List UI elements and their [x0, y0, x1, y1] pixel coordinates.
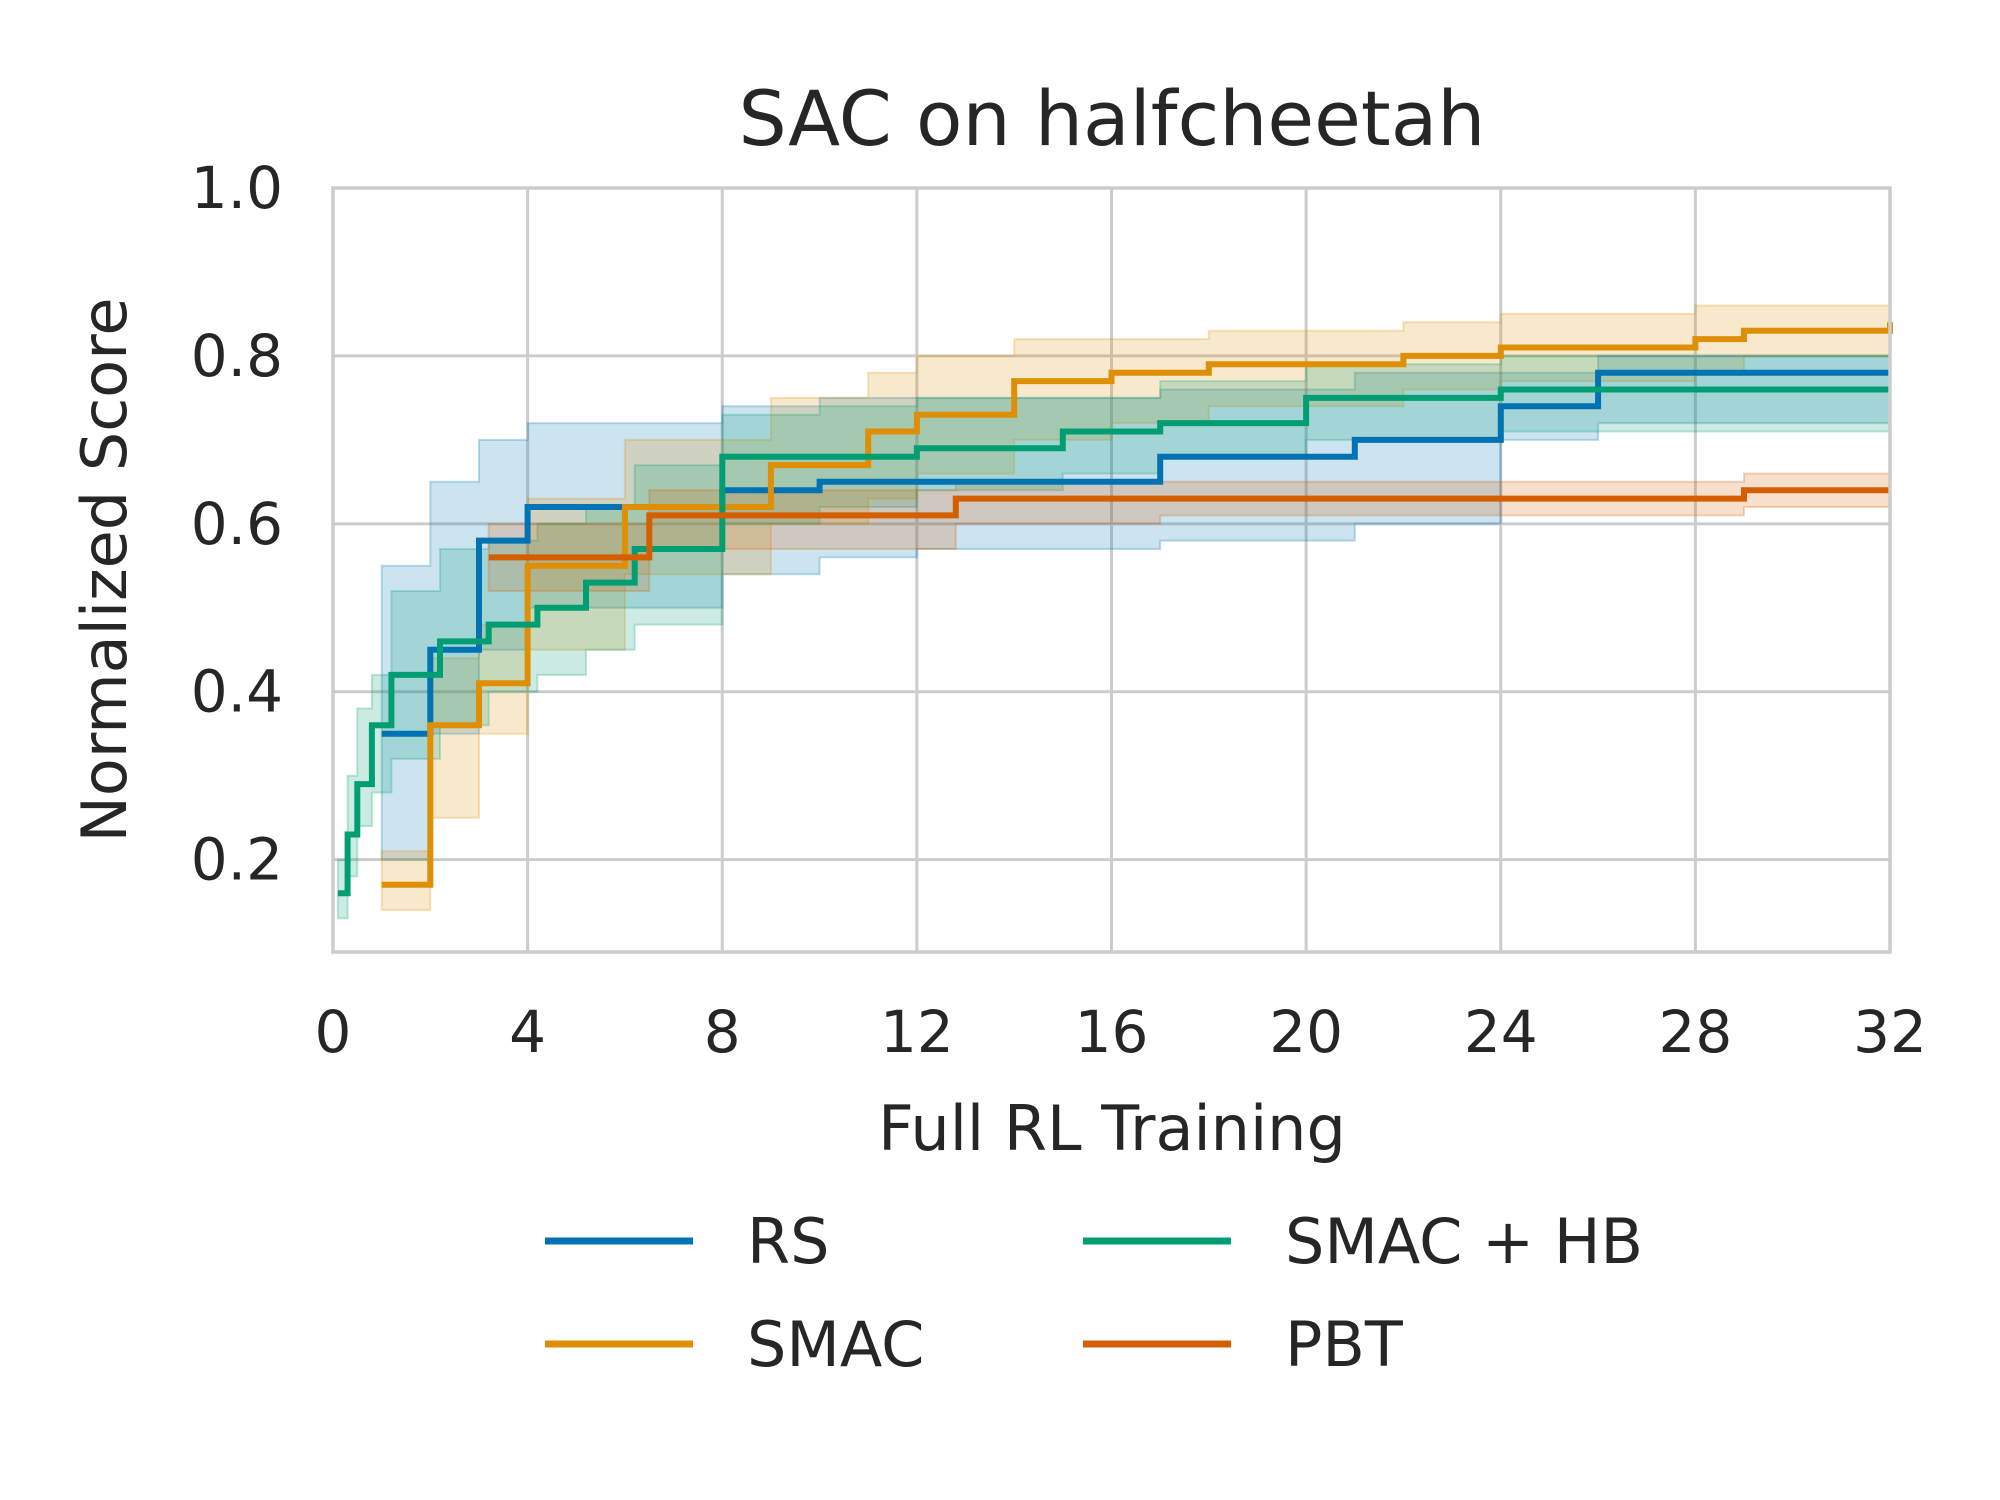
band-smac [380, 297, 1891, 911]
confidence-bands [336, 297, 1891, 920]
x-tick-label-2: 8 [704, 998, 741, 1066]
x-tick-label-0: 0 [315, 998, 352, 1066]
line-smac-hb [337, 386, 1890, 897]
chart-title: SAC on halfcheetah [739, 74, 1486, 163]
x-tick-label-7: 28 [1658, 998, 1732, 1066]
plot-frame [331, 186, 1892, 954]
legend-label-rs: RS [747, 1205, 829, 1278]
x-tick-label-3: 12 [880, 998, 954, 1066]
y-axis-label: Normalized Score [68, 298, 141, 843]
legend-label-pbt: PBT [1285, 1308, 1404, 1381]
legend-label-smac: SMAC [747, 1308, 924, 1381]
x-tick-label-6: 24 [1464, 998, 1538, 1066]
y-tick-label-1: 0.4 [191, 658, 283, 726]
x-tick-label-8: 32 [1853, 998, 1927, 1066]
y-tick-label-4: 1.0 [191, 154, 283, 222]
line-rs [381, 369, 1890, 737]
x-tick-label-1: 4 [509, 998, 546, 1066]
y-tick-label-2: 0.6 [191, 490, 283, 558]
x-tick-label-4: 16 [1075, 998, 1149, 1066]
line-smac [381, 322, 1893, 888]
series-lines [337, 322, 1893, 897]
legend-label-smac-hb: SMAC + HB [1285, 1205, 1643, 1278]
legend: RS SMAC SMAC + HB PBT [545, 1205, 1643, 1381]
x-axis-label: Full RL Training [878, 1092, 1346, 1165]
y-tick-label-0: 0.2 [191, 826, 283, 894]
y-tick-label-3: 0.8 [191, 322, 283, 390]
x-tick-label-5: 20 [1269, 998, 1343, 1066]
band-pbt [487, 472, 1891, 592]
x-tick-labels: 0 4 8 12 16 20 24 28 32 [315, 998, 1927, 1066]
y-tick-labels: 0.2 0.4 0.6 0.8 1.0 [191, 154, 283, 894]
line-pbt [488, 487, 1890, 561]
